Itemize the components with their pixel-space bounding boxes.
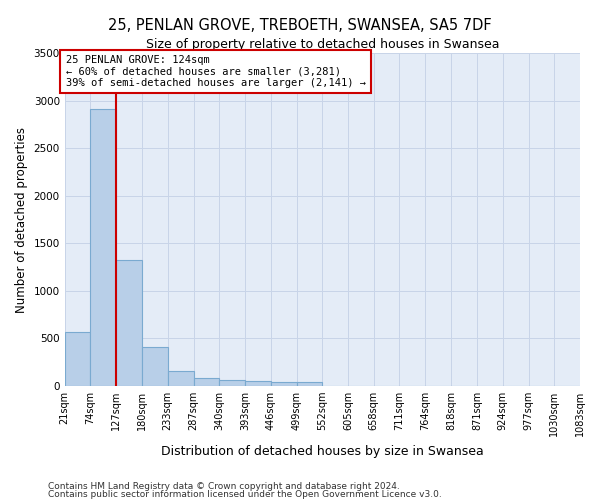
Bar xyxy=(271,382,296,386)
Title: Size of property relative to detached houses in Swansea: Size of property relative to detached ho… xyxy=(146,38,499,51)
Bar xyxy=(245,382,271,386)
Bar xyxy=(91,109,116,386)
Bar xyxy=(142,346,167,386)
Bar xyxy=(220,380,245,386)
Y-axis label: Number of detached properties: Number of detached properties xyxy=(15,126,28,312)
Text: Contains public sector information licensed under the Open Government Licence v3: Contains public sector information licen… xyxy=(48,490,442,499)
Bar xyxy=(194,378,220,386)
Bar xyxy=(167,372,194,386)
Bar xyxy=(65,332,91,386)
Text: Contains HM Land Registry data © Crown copyright and database right 2024.: Contains HM Land Registry data © Crown c… xyxy=(48,482,400,491)
Bar xyxy=(116,260,142,386)
Text: 25, PENLAN GROVE, TREBOETH, SWANSEA, SA5 7DF: 25, PENLAN GROVE, TREBOETH, SWANSEA, SA5… xyxy=(108,18,492,32)
Bar xyxy=(296,382,322,386)
X-axis label: Distribution of detached houses by size in Swansea: Distribution of detached houses by size … xyxy=(161,444,484,458)
Text: 25 PENLAN GROVE: 124sqm
← 60% of detached houses are smaller (3,281)
39% of semi: 25 PENLAN GROVE: 124sqm ← 60% of detache… xyxy=(65,55,365,88)
